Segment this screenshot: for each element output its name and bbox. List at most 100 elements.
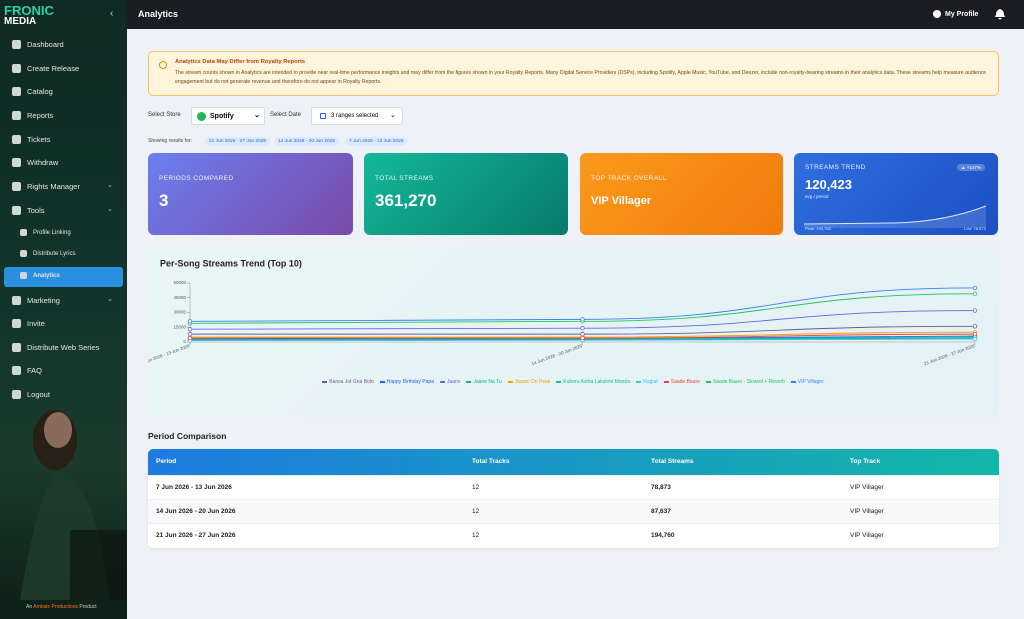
- footer: An Ambale Productions Product: [26, 604, 97, 610]
- chevron: ⌄: [107, 182, 113, 189]
- legend-swatch: [790, 381, 796, 383]
- nav-label: FAQ: [27, 366, 43, 375]
- sidebar: FRONIC MEDIA ‹ Dashboard Create Release Ca…: [0, 0, 127, 619]
- column-header: Top Track: [850, 458, 881, 465]
- nav-label: Distribute Web Series: [27, 343, 100, 352]
- data-point: [972, 291, 978, 297]
- legend-swatch: [379, 381, 385, 383]
- data-point: [580, 335, 585, 341]
- column-header: Period: [156, 458, 177, 465]
- y-tick-label: 0: [183, 339, 186, 344]
- column-header: Total Tracks: [472, 458, 510, 465]
- card-sub: avg / period: [805, 194, 829, 199]
- table-cell: 7 Jun 2026 - 13 Jun 2026: [156, 484, 232, 491]
- data-point: [580, 317, 585, 322]
- profile-label: My Profile: [945, 10, 979, 18]
- date-select[interactable]: 3 ranges selected ⌄: [311, 107, 403, 125]
- legend-item: Kubera Ashta Lakshmi Mantra: [556, 379, 630, 385]
- nav-item[interactable]: FAQ: [12, 366, 42, 375]
- section-title: Period Comparison: [148, 431, 227, 441]
- nav-label: Rights Manager: [27, 182, 80, 191]
- table-cell: 12: [472, 484, 480, 491]
- data-point: [972, 324, 978, 329]
- card-value: VIP Villager: [591, 195, 652, 207]
- nav-label: Withdraw: [27, 158, 59, 167]
- card-label: TOP TRACK OVERALL: [591, 175, 667, 182]
- profile-button[interactable]: My Profile: [933, 10, 978, 18]
- nav-item[interactable]: Withdraw: [12, 158, 58, 167]
- nav-icon: [20, 229, 27, 236]
- logo-text: MEDIA: [4, 16, 37, 27]
- legend-swatch: [636, 381, 642, 383]
- table-header: Period Total Tracks Total Streams Top Track: [148, 449, 999, 475]
- footer-link[interactable]: Ambale Productions: [33, 604, 78, 610]
- nav-icon: [12, 319, 21, 328]
- table-cell: VIP Villager: [850, 508, 884, 515]
- legend-item: Rajput: [636, 379, 658, 385]
- nav-item[interactable]: Marketing: [12, 296, 60, 305]
- legend-label: Jaaani On Peak: [514, 379, 551, 385]
- store-select[interactable]: Spotify ⌄: [191, 107, 265, 125]
- nav-item[interactable]: Tickets: [12, 135, 50, 144]
- nav-item[interactable]: Dashboard: [12, 40, 64, 49]
- legend-label: Kubera Ashta Lakshmi Mantra: [563, 379, 631, 385]
- nav-item[interactable]: Profile Linking: [20, 229, 71, 236]
- nav-label: Tickets: [27, 135, 51, 144]
- card-label: PERIODS COMPARED: [159, 175, 234, 182]
- nav-label: Catalog: [27, 87, 53, 96]
- stat-card: STREAMS TREND 120,423 avg / period ▲ +14…: [794, 153, 998, 235]
- nav-item[interactable]: Reports: [12, 111, 53, 120]
- legend-swatch: [466, 381, 472, 383]
- nav-icon: [12, 87, 21, 96]
- data-point: [187, 319, 193, 324]
- store-value: Spotify: [210, 113, 234, 120]
- chevron: ⌄: [107, 206, 113, 213]
- y-tick-label: 45000: [173, 295, 186, 300]
- alert: Analytics Data May Differ from Royalty R…: [148, 51, 999, 96]
- date-label: Select Date: [270, 112, 302, 118]
- data-point: [972, 285, 978, 291]
- nav-item[interactable]: Tools: [12, 206, 45, 215]
- nav-label: Tools: [27, 206, 45, 215]
- nav-icon: [12, 390, 21, 399]
- logo: FRONIC MEDIA: [4, 3, 54, 27]
- nav-item[interactable]: Catalog: [12, 87, 53, 96]
- nav-icon: [20, 272, 27, 279]
- table-row: 21 Jun 2026 - 27 Jun 2026 12 194,760 VIP Vi…: [148, 523, 999, 547]
- nav-item[interactable]: Logout: [12, 390, 50, 399]
- card-value: 361,270: [375, 191, 437, 210]
- footer-text: An: [26, 604, 33, 610]
- legend-item: Bansa Jut Gna Bolo: [322, 379, 374, 385]
- trend-badge: ▲ +147%: [957, 164, 985, 171]
- nav-label: Marketing: [27, 296, 60, 305]
- nav-item[interactable]: Distribute Lyrics: [20, 250, 75, 257]
- logo-text: FRONIC: [4, 3, 54, 18]
- legend-label: VIP Villager: [797, 379, 824, 385]
- notifications[interactable]: [995, 9, 1005, 20]
- collapse-button[interactable]: ‹: [110, 8, 114, 19]
- nav-label: Reports: [27, 111, 54, 120]
- legend-label: Happy Birthday Papa: [386, 379, 434, 385]
- nav-item[interactable]: Rights Manager: [12, 182, 80, 191]
- nav-item[interactable]: Create Release: [12, 64, 79, 73]
- table-cell: 87,637: [651, 508, 671, 515]
- legend-swatch: [556, 381, 562, 383]
- data-point: [580, 326, 585, 331]
- legend-label: Saade Baare: [670, 379, 700, 385]
- nav-item[interactable]: Analytics: [20, 272, 60, 279]
- nav-icon: [12, 343, 21, 352]
- legend-item: Saade Baare: [663, 379, 700, 385]
- range-chip: 21 Jun 2026 - 27 Jun 2026: [205, 137, 271, 146]
- chart-card: Per-Song Streams Trend (Top 10) 0 15000 30…: [141, 247, 999, 417]
- column-header: Total Streams: [651, 458, 694, 465]
- nav-label: Distribute Lyrics: [33, 250, 76, 257]
- sidebar-artwork: [20, 410, 127, 600]
- nav-item[interactable]: Distribute Web Series: [12, 343, 99, 352]
- results-label: Showing results for:: [148, 138, 192, 144]
- data-point: [972, 336, 978, 342]
- data-point: [972, 308, 978, 313]
- legend-swatch: [507, 381, 513, 383]
- nav-item[interactable]: Invite: [12, 319, 45, 328]
- table-cell: 12: [472, 532, 480, 539]
